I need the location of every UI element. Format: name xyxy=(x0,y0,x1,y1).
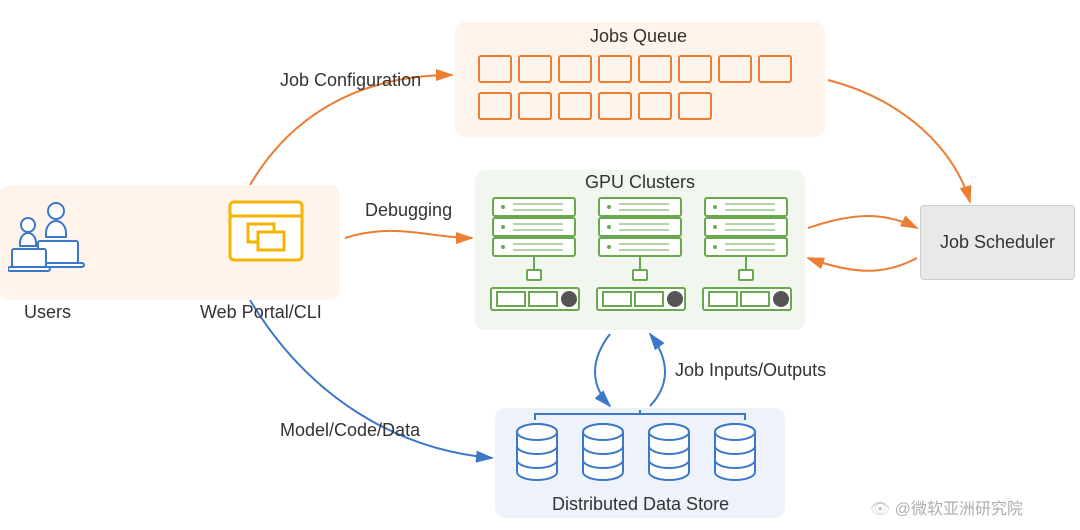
users-label: Users xyxy=(24,302,71,323)
edge-label-job-io: Job Inputs/Outputs xyxy=(675,360,826,381)
web-portal-label: Web Portal/CLI xyxy=(200,302,322,323)
edge-label-debugging: Debugging xyxy=(365,200,452,221)
job-scheduler-label: Job Scheduler xyxy=(940,232,1055,253)
db-cylinders xyxy=(495,410,785,500)
edge-label-model-code-data: Model/Code/Data xyxy=(280,420,420,441)
diagram-stage: { "type": "flowchart", "canvas": { "widt… xyxy=(0,0,1080,530)
jobs-queue-title: Jobs Queue xyxy=(590,26,687,47)
data-store-title: Distributed Data Store xyxy=(552,494,729,515)
job-scheduler-box: Job Scheduler xyxy=(920,205,1075,280)
edge-label-job-config: Job Configuration xyxy=(280,70,421,91)
users-icon xyxy=(8,197,98,277)
web-portal-icon xyxy=(228,200,308,270)
gpu-racks xyxy=(475,180,805,330)
watermark: 👁 @微软亚洲研究院 xyxy=(870,495,1023,519)
